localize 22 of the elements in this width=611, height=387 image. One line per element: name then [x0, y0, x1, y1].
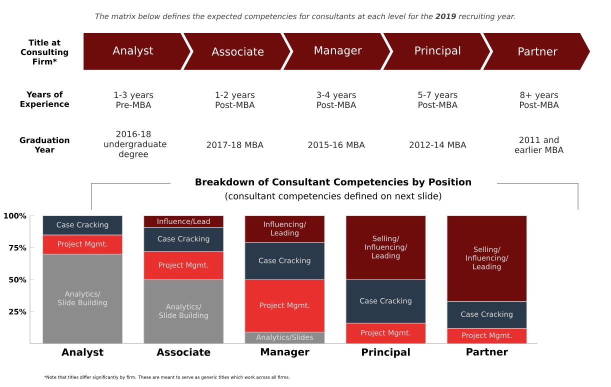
category-label: Principal: [415, 46, 460, 57]
text: 1-2 years Post-MBA: [216, 92, 255, 108]
category-label: Manager: [314, 46, 362, 57]
category-label: Partner: [518, 48, 558, 56]
text: 2016-18 undergraduate degree: [104, 131, 166, 160]
x-tick-label: Associate: [156, 348, 210, 356]
text: 2015-16 MBA: [308, 142, 365, 148]
category-label: Associate: [212, 47, 264, 56]
x-tick-label: Manager: [260, 348, 310, 358]
text: 8+ years Post-MBA: [520, 92, 559, 108]
text: 5-7 years Post-MBA: [418, 92, 458, 108]
x-tick-label: Principal: [362, 348, 410, 358]
text: 1-3 years Pre-MBA: [114, 92, 154, 108]
chart-title: Breakdown of Consultant Competencies by Position: [196, 178, 472, 188]
text: 2012-14 MBA: [410, 142, 466, 148]
text: 2017-18 MBA: [206, 142, 264, 148]
chart-subtitle: (consultant competencies defined on next slide): [225, 192, 442, 202]
text: 2011 and earlier MBA: [514, 136, 564, 154]
category-label: Analyst: [112, 46, 154, 57]
x-tick-label: Analyst: [62, 348, 104, 358]
text: 3-4 years Post-MBA: [316, 92, 356, 108]
x-tick-label: Partner: [466, 348, 508, 356]
